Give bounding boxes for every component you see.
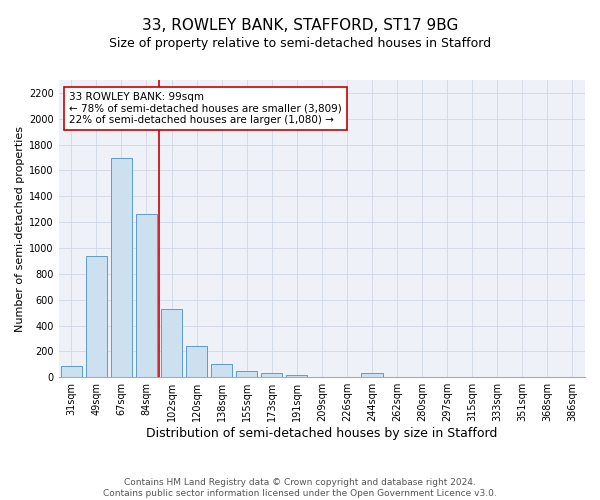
Text: 33, ROWLEY BANK, STAFFORD, ST17 9BG: 33, ROWLEY BANK, STAFFORD, ST17 9BG	[142, 18, 458, 32]
Bar	[236, 370, 257, 377]
Bar	[261, 374, 283, 377]
Text: Size of property relative to semi-detached houses in Stafford: Size of property relative to semi-detach…	[109, 38, 491, 51]
Bar	[186, 346, 207, 377]
Text: 33 ROWLEY BANK: 99sqm
← 78% of semi-detached houses are smaller (3,809)
22% of s: 33 ROWLEY BANK: 99sqm ← 78% of semi-deta…	[70, 92, 342, 125]
Bar	[361, 374, 383, 377]
Bar	[211, 364, 232, 377]
Bar	[136, 214, 157, 377]
Bar	[161, 308, 182, 377]
Bar	[86, 256, 107, 377]
X-axis label: Distribution of semi-detached houses by size in Stafford: Distribution of semi-detached houses by …	[146, 427, 497, 440]
Y-axis label: Number of semi-detached properties: Number of semi-detached properties	[15, 126, 25, 332]
Bar	[286, 374, 307, 377]
Bar	[61, 366, 82, 377]
Text: Contains HM Land Registry data © Crown copyright and database right 2024.
Contai: Contains HM Land Registry data © Crown c…	[103, 478, 497, 498]
Bar	[111, 158, 132, 377]
